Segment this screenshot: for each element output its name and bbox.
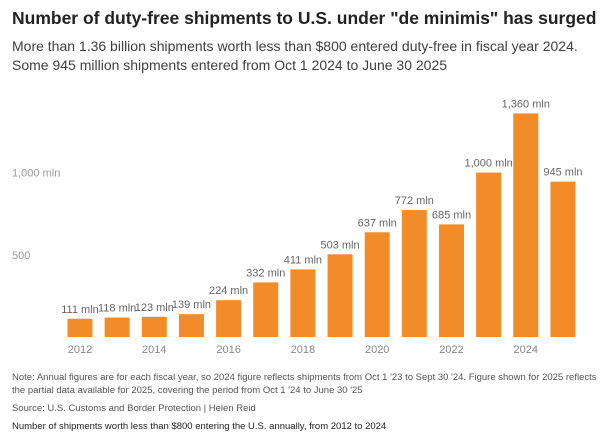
bar-value-label: 503 mln — [320, 239, 359, 251]
bar — [216, 300, 242, 337]
x-tick-label: 2014 — [142, 344, 166, 356]
y-tick-label: 500 — [12, 250, 30, 262]
bar — [513, 113, 539, 337]
bar-value-label: 111 mln — [61, 304, 99, 316]
chart-caption: Number of shipments worth less than $800… — [12, 421, 387, 432]
bar-value-label: 224 mln — [209, 285, 248, 297]
bar-value-label: 139 mln — [172, 299, 211, 311]
bar — [178, 314, 204, 337]
x-tick-label: 2024 — [514, 344, 538, 356]
bar-value-label: 772 mln — [395, 195, 434, 207]
bar — [253, 282, 279, 337]
chart-title: Number of duty-free shipments to U.S. un… — [12, 8, 597, 28]
bar — [141, 316, 167, 337]
bar-value-label: 411 mln — [284, 254, 322, 266]
bar-value-label: 637 mln — [358, 217, 397, 229]
bar-value-label: 1,360 mln — [502, 98, 550, 110]
x-tick-label: 2022 — [439, 344, 463, 356]
chart-note: Note: Annual figures are for each fiscal… — [12, 372, 597, 396]
bar — [290, 269, 316, 337]
bar-value-label: 118 mln — [98, 303, 136, 315]
bar — [327, 254, 353, 337]
bar — [364, 232, 390, 337]
subtitle-line-2: Some 945 million shipments entered from … — [12, 57, 448, 73]
bar-value-label: 945 mln — [543, 167, 582, 179]
x-tick-label: 2018 — [291, 344, 315, 356]
bar-value-label: 332 mln — [246, 267, 285, 279]
bar-value-label: 1,000 mln — [464, 158, 512, 170]
subtitle-line-1: More than 1.36 billion shipments worth l… — [12, 38, 578, 54]
bar — [550, 181, 576, 337]
bar — [476, 172, 502, 337]
chart-subtitle: More than 1.36 billion shipments worth l… — [12, 37, 607, 75]
bar — [104, 317, 130, 337]
chart-source: Source: U.S. Customs and Border Protecti… — [12, 403, 256, 414]
y-tick-label: 1,000 mln — [12, 168, 60, 180]
bar-value-label: 123 mln — [135, 302, 174, 314]
bar-value-label: 685 mln — [432, 209, 471, 221]
x-tick-label: 2016 — [216, 344, 240, 356]
bar — [401, 210, 427, 337]
x-tick-label: 2012 — [68, 344, 92, 356]
bar — [67, 318, 93, 337]
bar — [439, 224, 464, 337]
x-tick-label: 2020 — [365, 344, 389, 356]
